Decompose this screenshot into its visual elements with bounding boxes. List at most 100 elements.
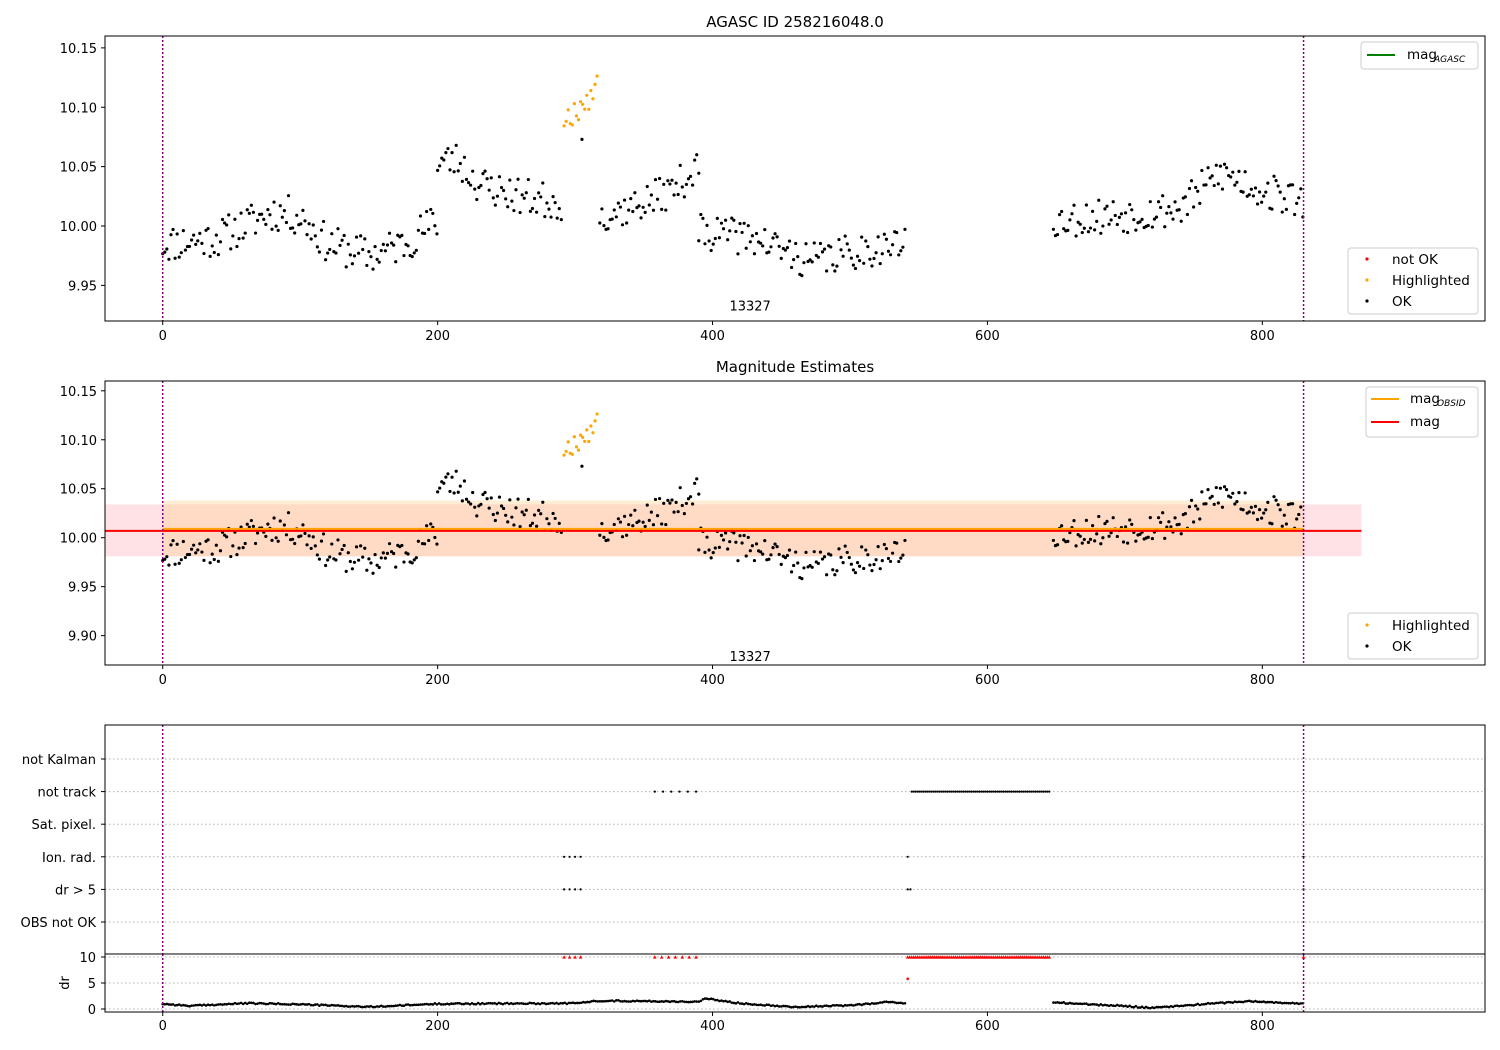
dr-point — [749, 1002, 752, 1006]
ok-point — [1072, 518, 1076, 523]
ok-point — [400, 543, 404, 548]
ok-point — [373, 553, 377, 557]
ok-point — [328, 247, 332, 252]
ok-point — [1111, 200, 1115, 204]
dr-point — [561, 1002, 565, 1005]
ok-point — [1253, 186, 1258, 190]
ok-point — [839, 248, 843, 252]
dr-point — [1132, 1005, 1136, 1009]
dr-point — [833, 1004, 837, 1007]
ok-point — [369, 255, 373, 259]
ok-point — [245, 522, 249, 526]
dr-point — [579, 1001, 583, 1005]
ok-point — [537, 508, 541, 512]
legend-box — [1360, 41, 1479, 70]
dr-point — [1229, 1001, 1233, 1004]
ok-point — [1262, 511, 1266, 515]
dr-point — [342, 1005, 346, 1008]
ok-point — [225, 535, 229, 539]
ok-point — [818, 550, 823, 554]
ok-point — [251, 524, 256, 529]
ok-point — [502, 506, 506, 511]
ok-point — [686, 177, 691, 181]
ok-point — [886, 249, 891, 253]
dr-point — [431, 1003, 435, 1006]
dr-point — [225, 1003, 228, 1006]
ok-point — [1167, 520, 1171, 524]
ok-point — [251, 210, 256, 214]
ok-point — [880, 558, 884, 563]
ok-point — [422, 542, 427, 546]
obsid-annotation: 13327 — [729, 299, 770, 314]
dr-point — [1149, 1006, 1152, 1010]
dr-point — [445, 1002, 449, 1006]
dr-point — [425, 1002, 428, 1006]
ok-point — [406, 244, 410, 248]
flag-point — [1034, 790, 1037, 793]
ok-point — [1138, 220, 1142, 224]
flag-row-label: dr > 5 — [55, 883, 96, 898]
dr-point — [817, 1005, 820, 1008]
legend-label: Highlighted — [1392, 273, 1470, 289]
ok-point — [473, 187, 477, 191]
dr-point — [808, 1005, 812, 1009]
ok-point — [1192, 205, 1196, 209]
dr-point — [1171, 1005, 1175, 1009]
ok-point — [526, 497, 530, 501]
flag-point — [968, 790, 971, 793]
ok-point — [870, 264, 874, 268]
dr-point — [458, 1001, 461, 1005]
ok-point — [752, 558, 757, 563]
highlighted-point — [578, 100, 583, 104]
dr-point — [243, 1001, 247, 1005]
dr-point — [800, 1005, 804, 1009]
ok-point — [532, 196, 537, 201]
dr-point — [1221, 1001, 1224, 1004]
flag-point — [928, 790, 931, 793]
dr-point — [1120, 1004, 1123, 1007]
ok-point — [442, 158, 446, 162]
ok-point — [354, 235, 359, 239]
ok-point — [381, 242, 385, 246]
ok-point — [410, 561, 414, 565]
flag-point — [966, 790, 969, 793]
ok-point — [278, 204, 282, 208]
ok-point — [367, 250, 371, 254]
ok-point — [187, 244, 192, 249]
flag-point — [956, 790, 959, 793]
ok-point — [237, 546, 241, 550]
dr-point — [660, 1000, 663, 1003]
flag-point — [936, 790, 939, 793]
ok-point — [379, 248, 383, 253]
ok-point — [175, 542, 179, 546]
ok-point — [1272, 174, 1276, 178]
ok-point — [456, 490, 460, 494]
x-tick-label: 0 — [159, 329, 167, 344]
ok-point — [822, 247, 827, 251]
dr-point — [1113, 1004, 1117, 1008]
dr-point — [1118, 1004, 1121, 1008]
legend-marker — [1365, 623, 1369, 627]
ok-point — [229, 247, 233, 251]
dr-point — [633, 999, 637, 1003]
ok-point — [557, 521, 561, 525]
ok-point — [286, 194, 291, 198]
dr-point — [417, 1003, 420, 1007]
ok-point — [697, 492, 701, 496]
dr-point — [188, 1005, 191, 1008]
ok-point — [1128, 202, 1132, 207]
ok-point — [456, 169, 460, 173]
dr-point — [353, 1005, 356, 1008]
ok-point — [802, 566, 806, 570]
ok-point — [435, 232, 439, 236]
ok-point — [709, 556, 713, 560]
dr-point — [1291, 1001, 1294, 1005]
flag-point — [998, 790, 1001, 793]
dr-point — [1130, 1005, 1134, 1009]
dr-point — [297, 1003, 301, 1006]
ok-point — [1156, 516, 1161, 520]
ok-point — [1255, 517, 1260, 522]
dr-point — [728, 1000, 732, 1003]
ok-point — [1095, 219, 1099, 223]
ok-point — [179, 251, 183, 255]
